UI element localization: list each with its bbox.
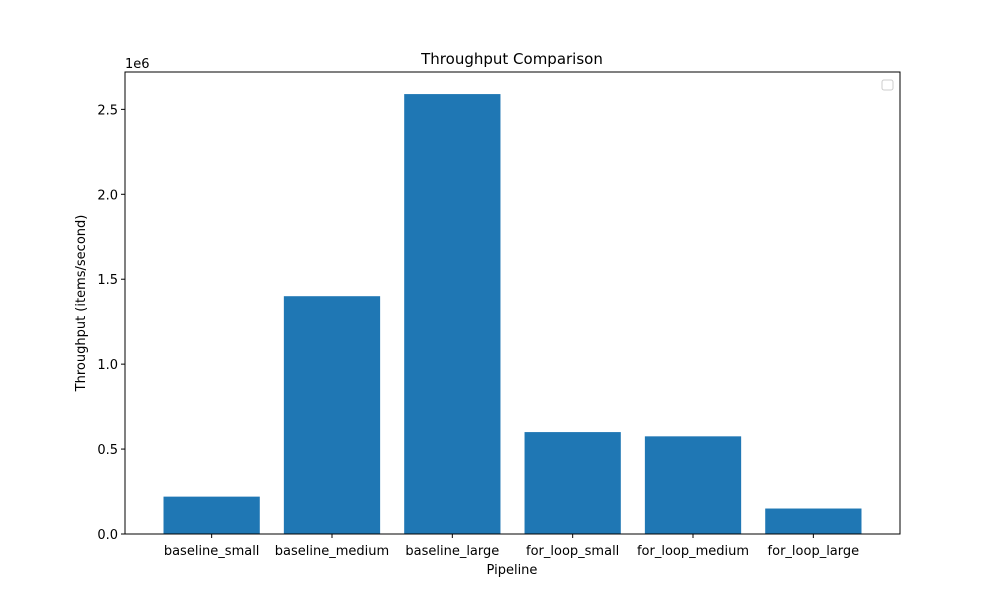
x-axis-label: Pipeline	[487, 563, 538, 578]
x-tick-label: for_loop_medium	[637, 544, 749, 559]
x-tick-label: for_loop_large	[768, 544, 860, 559]
x-ticks-group: baseline_small baseline_medium baseline_la…	[164, 534, 859, 559]
bar-baseline-medium	[283, 296, 381, 534]
bar-baseline-large	[404, 94, 501, 535]
legend-box	[881, 79, 894, 91]
y-tick-label: 1.5	[97, 273, 118, 288]
y-offset-text: 1e6	[125, 57, 150, 72]
x-tick-label: baseline_medium	[275, 544, 389, 559]
bar-baseline-small	[163, 496, 260, 534]
chart-title: Throughput Comparison	[420, 50, 603, 68]
x-tick-label: baseline_small	[164, 544, 260, 559]
y-tick-label: 0.0	[97, 528, 118, 543]
x-tick-label: for_loop_small	[526, 544, 619, 559]
y-axis-label: Throughput (items/second)	[74, 215, 89, 393]
x-tick-label: baseline_large	[405, 544, 499, 559]
bar-for-loop-medium	[644, 436, 742, 534]
y-tick-label: 1.0	[97, 358, 118, 373]
y-tick-label: 2.5	[97, 103, 118, 118]
y-tick-label: 2.0	[97, 188, 118, 203]
bars-group	[163, 94, 862, 535]
y-ticks-group: 0.0 0.5 1.0 1.5 2.0 2.5	[97, 103, 125, 543]
y-tick-label: 0.5	[97, 443, 118, 458]
plot-frame	[124, 71, 901, 535]
bar-for-loop-small	[524, 432, 621, 534]
bar-for-loop-large	[765, 508, 862, 534]
